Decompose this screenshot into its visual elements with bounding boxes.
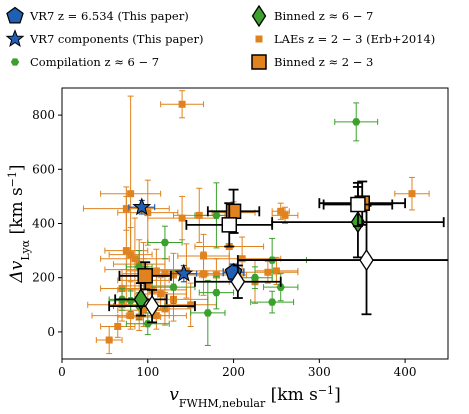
data-point xyxy=(281,211,289,219)
data-point xyxy=(212,211,221,220)
data-point xyxy=(221,217,238,233)
y-axis-label-sub: Lyα xyxy=(19,239,32,260)
x-axis-label: vFWHM,nebular [km s−1] xyxy=(169,384,340,410)
data-point xyxy=(272,267,280,275)
data-point xyxy=(178,214,186,222)
data-point xyxy=(359,248,374,272)
data-point xyxy=(276,283,285,291)
legend-label: VR7 z = 6.534 (This paper) xyxy=(29,9,189,23)
legend-marker xyxy=(10,58,20,66)
series-vr7_components xyxy=(128,197,198,283)
data-point xyxy=(131,255,139,263)
x-axis-ticks: 0 100 200 300 400 xyxy=(58,359,417,379)
y-axis-ticks: 0 200 400 600 800 xyxy=(32,108,62,339)
y-axis-label-unit-sup: −1 xyxy=(6,171,19,187)
data-point xyxy=(144,282,152,290)
x-axis-label-unit-sup: −1 xyxy=(318,384,334,397)
data-point xyxy=(187,301,195,309)
y-tick-label: 400 xyxy=(32,217,55,231)
legend-marker xyxy=(5,29,25,48)
legend: VR7 z = 6.534 (This paper) Binned z ≈ 6 −… xyxy=(5,4,435,70)
x-tick-label: 0 xyxy=(58,365,66,379)
data-point xyxy=(264,268,272,276)
data-point xyxy=(203,309,213,317)
data-point xyxy=(200,252,208,260)
data-point xyxy=(126,297,135,305)
x-tick-label: 100 xyxy=(136,365,159,379)
y-tick-label: 800 xyxy=(32,108,55,122)
plot-frame xyxy=(61,87,449,360)
data-point xyxy=(408,190,416,198)
legend-item: VR7 components (This paper) xyxy=(5,29,203,48)
x-axis-label-unit: [km s xyxy=(265,385,318,405)
legend-item: Compilation z ≈ 6 − 7 xyxy=(10,55,159,69)
data-point xyxy=(133,288,149,311)
data-point xyxy=(160,238,170,247)
data-point xyxy=(250,274,260,282)
series-binned_z2 xyxy=(118,180,407,291)
data-point xyxy=(139,306,147,314)
data-point xyxy=(238,255,246,263)
data-point xyxy=(132,197,152,216)
data-point xyxy=(212,288,221,297)
legend-label: Compilation z ≈ 6 − 7 xyxy=(30,55,159,69)
legend-label: VR7 components (This paper) xyxy=(29,32,203,46)
data-point xyxy=(212,271,220,279)
data-point xyxy=(122,247,130,255)
y-axis-label-unit-close: ] xyxy=(7,164,27,171)
data-point xyxy=(174,263,194,282)
data-point xyxy=(157,290,165,298)
data-point xyxy=(152,312,160,320)
y-axis-label-main: Δv xyxy=(7,260,27,283)
legend-marker xyxy=(251,4,267,28)
x-axis-label-unit-close: ] xyxy=(334,385,341,405)
data-point xyxy=(144,209,152,217)
legend-item: Binned z ≈ 2 − 3 xyxy=(251,54,373,70)
x-tick-label: 400 xyxy=(394,365,417,379)
data-point xyxy=(277,207,285,215)
x-tick-label: 300 xyxy=(308,365,331,379)
data-point xyxy=(114,322,122,330)
data-point xyxy=(105,336,113,344)
data-point xyxy=(144,294,160,318)
legend-item: VR7 z = 6.534 (This paper) xyxy=(6,6,189,24)
data-point xyxy=(127,251,135,259)
data-point xyxy=(178,100,186,108)
y-tick-label: 200 xyxy=(32,271,55,285)
data-point xyxy=(267,298,277,306)
data-point xyxy=(127,190,135,198)
plot-area xyxy=(82,90,448,355)
legend-marker xyxy=(255,35,263,43)
x-tick-label: 200 xyxy=(222,365,245,379)
y-tick-label: 0 xyxy=(47,325,55,339)
legend-marker xyxy=(6,6,24,24)
y-axis-label-unit: [km s xyxy=(7,187,27,240)
legend-label: Binned z ≈ 6 − 7 xyxy=(274,9,373,23)
legend-item: Binned z ≈ 6 − 7 xyxy=(251,4,373,28)
x-axis-label-sub: FWHM,nebular xyxy=(179,397,266,410)
data-point xyxy=(352,118,361,126)
x-axis-label-main: v xyxy=(169,385,179,405)
y-tick-label: 600 xyxy=(32,162,55,176)
legend-label: Binned z ≈ 2 − 3 xyxy=(274,55,373,69)
data-point xyxy=(137,268,153,284)
legend-label: LAEs z = 2 − 3 (Erb+2014) xyxy=(274,32,435,46)
data-point xyxy=(230,270,246,293)
data-point xyxy=(161,270,169,278)
legend-marker xyxy=(251,54,267,70)
data-point xyxy=(350,196,366,213)
data-point xyxy=(169,283,178,291)
legend-item: LAEs z = 2 − 3 (Erb+2014) xyxy=(255,32,435,46)
y-axis-label: ΔvLyα [km s−1] xyxy=(6,164,32,283)
